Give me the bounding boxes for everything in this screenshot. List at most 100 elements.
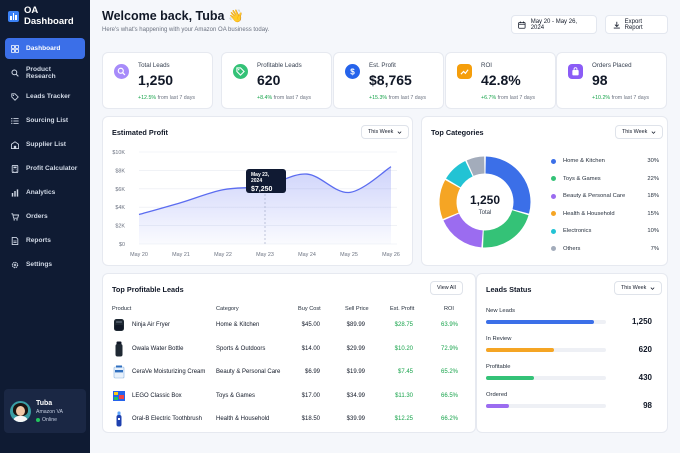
dropdown-label: This Week: [621, 285, 647, 291]
sidebar-item-label: Supplier List: [26, 141, 66, 148]
column-header-buy-cost: Buy Cost: [298, 306, 321, 312]
sidebar-item-settings[interactable]: Settings: [5, 254, 85, 275]
status-value: 98: [643, 401, 652, 410]
table-row[interactable]: Oral-B Electric Toothbrush Health & House…: [103, 408, 477, 430]
status-progress-fill: [486, 404, 509, 408]
sidebar-item-profit-calculator[interactable]: Profit Calculator: [5, 158, 85, 179]
dropdown-label: This Week: [368, 129, 394, 135]
table-row[interactable]: Owala Water Bottle Sports & Outdoors $14.0…: [103, 338, 477, 360]
status-value: 430: [638, 373, 652, 382]
cell-roi: 72.9%: [440, 345, 458, 352]
cell-product: Ninja Air Fryer: [132, 322, 171, 328]
stat-card-est-profit: $ Est. Profit $8,765 +15.3% from last 7 …: [333, 52, 444, 109]
cell-category: Beauty & Personal Care: [216, 369, 281, 375]
sidebar-item-label: Reports: [26, 237, 51, 244]
cell-sell-price: $29.99: [346, 345, 365, 352]
legend-percent: 10%: [647, 228, 659, 234]
cart-icon: [11, 212, 19, 221]
donut-slice[interactable]: [446, 161, 474, 188]
product-thumbnail: [112, 341, 126, 357]
search-icon: [11, 68, 19, 77]
legend-dot-icon: [551, 176, 556, 181]
y-tick-label: $10K: [112, 150, 125, 156]
product-thumbnail: [112, 411, 126, 427]
y-tick-label: $6K: [115, 187, 125, 193]
cell-est-profit: $7.45: [397, 369, 413, 375]
legend-dot-icon: [551, 158, 556, 164]
calculator-icon: [11, 164, 19, 173]
status-label: New Leads: [486, 308, 516, 314]
panel-title: Leads Status: [486, 285, 532, 294]
chart-icon: [457, 64, 472, 79]
cell-product: LEGO Classic Box: [132, 392, 182, 399]
cell-roi: 66.2%: [440, 416, 458, 422]
brand[interactable]: OA Dashboard: [0, 0, 90, 32]
stat-change-value: +12.5%: [138, 95, 157, 101]
stat-change: +8.4% from last 7 days: [257, 95, 311, 101]
legend-dot-icon: [551, 246, 556, 251]
donut-slice[interactable]: [443, 213, 484, 248]
legend-dot-icon: [551, 211, 556, 216]
sidebar-item-reports[interactable]: Reports: [5, 230, 85, 251]
sidebar-item-supplier-list[interactable]: Supplier List: [5, 134, 85, 155]
cell-roi: 65.2%: [440, 369, 458, 375]
table-row[interactable]: CeraVe Moisturizing Cream Beauty & Person…: [103, 361, 477, 383]
tooltip-value: $7,250: [251, 186, 273, 193]
chevron-down-icon: [651, 130, 656, 134]
panel-title: Top Profitable Leads: [112, 285, 184, 294]
user-card[interactable]: Tuba Amazon VA Online: [4, 389, 86, 433]
sidebar-item-label: Settings: [26, 261, 53, 268]
sidebar-item-analytics[interactable]: Analytics: [5, 182, 85, 203]
stat-label: Orders Placed: [592, 62, 632, 69]
product-thumbnail: [112, 388, 126, 404]
list-icon: [11, 117, 19, 124]
donut-slice[interactable]: [466, 156, 485, 177]
column-header-product: Product: [112, 306, 132, 312]
status-progress-fill: [486, 348, 555, 352]
donut-slice[interactable]: [485, 156, 531, 214]
donut-center-value: 1,250: [470, 193, 500, 207]
donut-slice[interactable]: [439, 179, 461, 219]
x-tick-label: May 20: [130, 252, 148, 258]
stat-change-period: from last 7 days: [273, 95, 312, 101]
report-icon: [11, 236, 19, 245]
tooltip-date: May 23, 2024: [251, 172, 270, 184]
donut-slice[interactable]: [483, 209, 529, 248]
chevron-down-icon: [650, 286, 655, 290]
export-report-button[interactable]: Export Report: [605, 15, 668, 34]
sidebar-item-leads-tracker[interactable]: Leads Tracker: [5, 86, 85, 107]
sidebar-item-orders[interactable]: Orders: [5, 206, 85, 227]
stat-card-total-leads: Total Leads 1,250 +12.5% from last 7 day…: [102, 52, 213, 109]
donut-center-label: Total: [479, 210, 492, 216]
stat-value: $8,765: [369, 72, 412, 88]
date-range-picker[interactable]: May 20 - May 26, 2024: [511, 15, 597, 34]
table-row[interactable]: LEGO Classic Box Toys & Games $17.00 $34.99…: [103, 385, 477, 407]
supplier-icon: [11, 140, 19, 149]
sidebar-item-sourcing-list[interactable]: Sourcing List: [5, 110, 85, 131]
svg-text:$: $: [350, 67, 355, 76]
product-thumbnail: [112, 364, 126, 380]
cell-product: Owala Water Bottle: [132, 345, 184, 352]
stat-label: Total Leads: [138, 62, 170, 69]
table-row[interactable]: Ninja Air Fryer Home & Kitchen $45.00 $89.9…: [103, 314, 477, 336]
status-label: In Review: [486, 336, 512, 342]
column-header-est-profit: Est. Profit: [390, 306, 415, 312]
view-all-button[interactable]: View All: [430, 281, 463, 295]
user-role: Amazon VA: [36, 408, 64, 415]
cell-sell-price: $19.99: [346, 369, 365, 375]
dropdown-label: This Week: [622, 129, 648, 135]
download-icon: [613, 21, 620, 28]
profit-period-dropdown[interactable]: This Week: [361, 125, 410, 139]
stat-change-value: +10.2%: [592, 95, 611, 101]
chart-tooltip: May 23, 2024 $7,250: [246, 169, 286, 193]
product-thumbnail: [112, 317, 126, 333]
leads-status-panel: Leads Status This Week New Leads 1,250 In …: [476, 273, 668, 433]
leads-status-period-dropdown[interactable]: This Week: [614, 281, 663, 295]
y-tick-label: $4K: [115, 205, 125, 211]
sidebar-item-product-research[interactable]: Product Research: [5, 62, 85, 83]
x-tick-label: May 24: [298, 252, 316, 258]
sidebar-item-dashboard[interactable]: Dashboard: [5, 38, 85, 59]
page-subtitle: Here's what's happening with your Amazon…: [102, 27, 270, 33]
cell-buy-cost: $17.00: [301, 392, 320, 399]
categories-period-dropdown[interactable]: This Week: [615, 125, 664, 139]
